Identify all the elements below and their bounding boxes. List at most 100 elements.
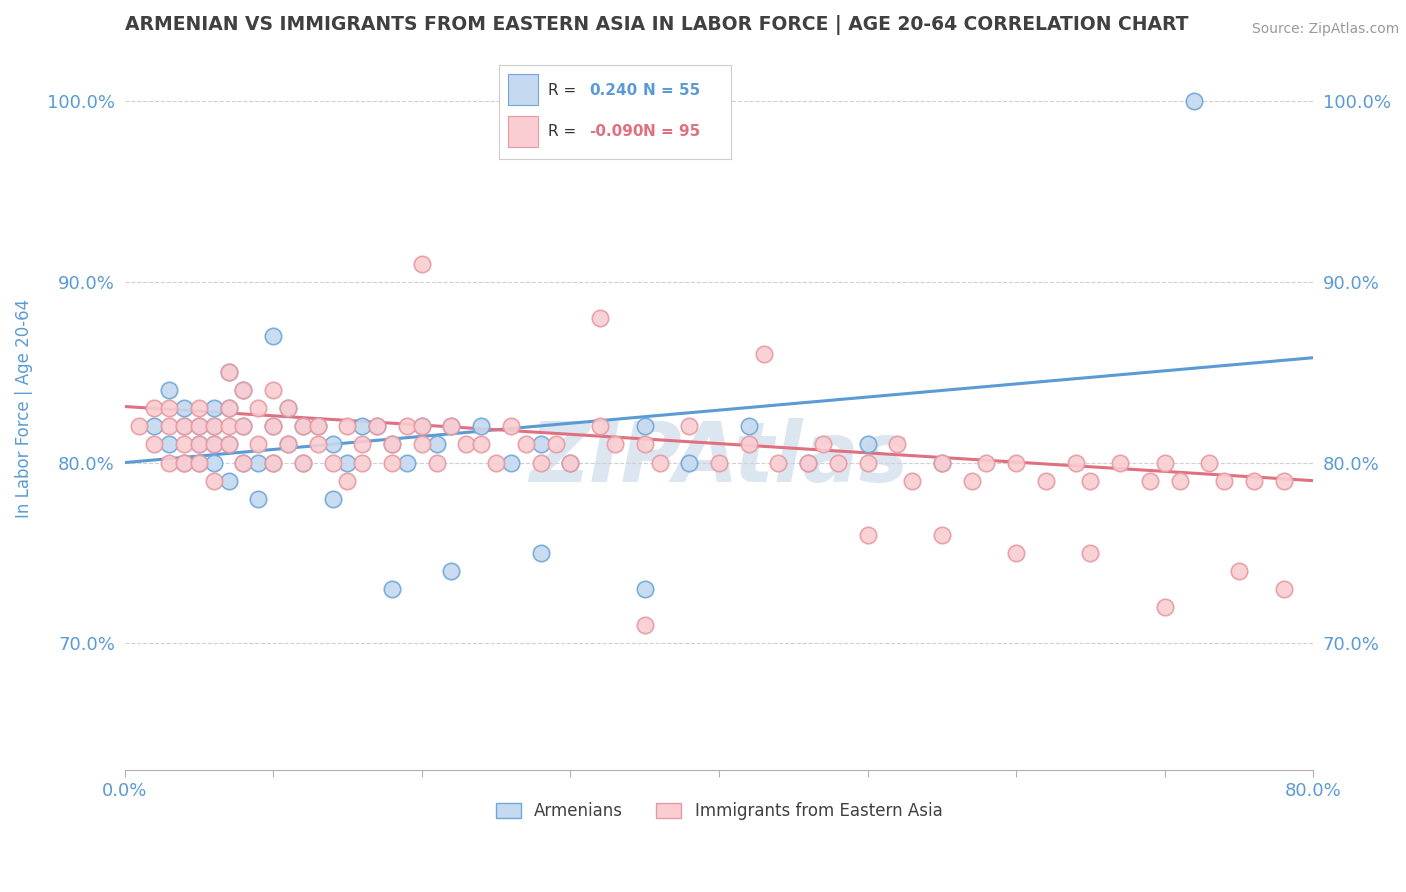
Point	[856, 437, 879, 451]
Point	[811, 437, 834, 451]
Point	[1153, 456, 1175, 470]
Point	[247, 401, 270, 416]
Point	[366, 419, 388, 434]
Point	[886, 437, 908, 451]
Point	[1005, 456, 1028, 470]
Point	[202, 474, 225, 488]
Point	[173, 437, 195, 451]
Point	[960, 474, 983, 488]
Point	[440, 419, 463, 434]
Point	[634, 618, 657, 632]
Point	[560, 456, 582, 470]
Point	[247, 491, 270, 506]
Point	[232, 383, 254, 397]
Point	[678, 456, 700, 470]
Y-axis label: In Labor Force | Age 20-64: In Labor Force | Age 20-64	[15, 299, 32, 518]
Point	[232, 383, 254, 397]
Point	[634, 419, 657, 434]
Point	[426, 437, 449, 451]
Point	[173, 419, 195, 434]
Point	[411, 419, 433, 434]
Point	[1080, 474, 1102, 488]
Point	[187, 419, 209, 434]
Point	[1198, 456, 1220, 470]
Point	[1035, 474, 1057, 488]
Point	[560, 456, 582, 470]
Point	[1005, 546, 1028, 560]
Point	[247, 456, 270, 470]
Point	[426, 456, 449, 470]
Point	[752, 347, 775, 361]
Point	[291, 419, 314, 434]
Point	[603, 437, 626, 451]
Point	[187, 437, 209, 451]
Point	[1064, 456, 1087, 470]
Point	[173, 456, 195, 470]
Point	[202, 437, 225, 451]
Point	[1213, 474, 1236, 488]
Point	[187, 401, 209, 416]
Point	[395, 419, 418, 434]
Text: ARMENIAN VS IMMIGRANTS FROM EASTERN ASIA IN LABOR FORCE | AGE 20-64 CORRELATION : ARMENIAN VS IMMIGRANTS FROM EASTERN ASIA…	[125, 15, 1188, 35]
Point	[157, 456, 180, 470]
Point	[768, 456, 790, 470]
Point	[544, 437, 567, 451]
Point	[499, 456, 522, 470]
Point	[143, 437, 166, 451]
Point	[440, 419, 463, 434]
Point	[530, 546, 553, 560]
Point	[307, 437, 329, 451]
Point	[366, 419, 388, 434]
Point	[336, 456, 359, 470]
Point	[1227, 564, 1250, 578]
Point	[143, 419, 166, 434]
Point	[277, 437, 299, 451]
Point	[901, 474, 924, 488]
Point	[1168, 474, 1191, 488]
Point	[262, 456, 284, 470]
Point	[262, 419, 284, 434]
Point	[648, 456, 671, 470]
Point	[737, 437, 759, 451]
Point	[322, 491, 344, 506]
Point	[352, 456, 374, 470]
Point	[589, 419, 612, 434]
Point	[440, 564, 463, 578]
Point	[262, 419, 284, 434]
Point	[1184, 94, 1206, 108]
Point	[291, 419, 314, 434]
Point	[485, 456, 508, 470]
Point	[218, 474, 240, 488]
Text: ZIPAtlas: ZIPAtlas	[529, 418, 908, 500]
Point	[1139, 474, 1161, 488]
Point	[411, 437, 433, 451]
Point	[291, 456, 314, 470]
Point	[381, 437, 404, 451]
Point	[187, 456, 209, 470]
Point	[307, 419, 329, 434]
Point	[589, 310, 612, 325]
Point	[291, 456, 314, 470]
Point	[202, 419, 225, 434]
Point	[307, 419, 329, 434]
Point	[381, 456, 404, 470]
Point	[277, 437, 299, 451]
Point	[470, 437, 492, 451]
Point	[218, 365, 240, 379]
Point	[232, 419, 254, 434]
Point	[737, 419, 759, 434]
Point	[157, 401, 180, 416]
Point	[499, 419, 522, 434]
Point	[202, 437, 225, 451]
Point	[173, 456, 195, 470]
Point	[1272, 582, 1295, 596]
Point	[218, 437, 240, 451]
Point	[976, 456, 998, 470]
Point	[856, 456, 879, 470]
Point	[1109, 456, 1132, 470]
Point	[352, 419, 374, 434]
Point	[173, 401, 195, 416]
Point	[530, 456, 553, 470]
Point	[336, 474, 359, 488]
Text: Source: ZipAtlas.com: Source: ZipAtlas.com	[1251, 22, 1399, 37]
